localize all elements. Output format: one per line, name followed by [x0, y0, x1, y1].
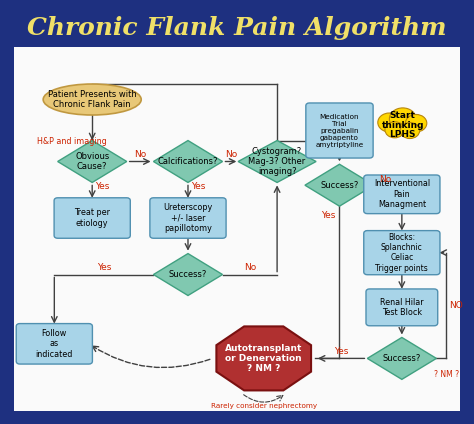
FancyBboxPatch shape [54, 198, 130, 238]
FancyBboxPatch shape [306, 103, 373, 158]
Text: Follow
as
indicated: Follow as indicated [36, 329, 73, 359]
Text: Obvious
Cause?: Obvious Cause? [75, 152, 109, 171]
Text: Autotransplant
or Denervation
? NM ?: Autotransplant or Denervation ? NM ? [225, 343, 302, 373]
FancyBboxPatch shape [366, 289, 438, 326]
Text: Medication
Trial
pregabalin
gabapento
amytriptyline: Medication Trial pregabalin gabapento am… [315, 114, 364, 148]
Circle shape [378, 113, 401, 132]
Ellipse shape [43, 84, 141, 115]
Polygon shape [217, 326, 311, 391]
Text: Success?: Success? [383, 354, 421, 363]
Text: Patient Presents with
Chronic Flank Pain: Patient Presents with Chronic Flank Pain [48, 90, 137, 109]
FancyBboxPatch shape [364, 175, 440, 214]
Polygon shape [305, 164, 374, 206]
Circle shape [400, 123, 419, 139]
Polygon shape [154, 254, 222, 296]
Text: Yes: Yes [321, 211, 336, 220]
Text: NO: NO [448, 301, 463, 310]
Text: No: No [379, 175, 391, 184]
Text: Blocks:
Splanchnic
Celiac
Trigger points: Blocks: Splanchnic Celiac Trigger points [375, 232, 428, 273]
Text: Calcifications?: Calcifications? [158, 157, 218, 166]
FancyBboxPatch shape [10, 43, 464, 415]
Polygon shape [58, 140, 127, 182]
Polygon shape [367, 338, 437, 379]
Text: No: No [134, 151, 146, 159]
Text: H&P and imaging: H&P and imaging [37, 137, 107, 146]
Circle shape [405, 114, 427, 132]
Text: Yes: Yes [95, 182, 109, 191]
Text: No: No [225, 151, 237, 159]
FancyBboxPatch shape [364, 231, 440, 275]
Text: Yes: Yes [334, 347, 348, 356]
Circle shape [385, 122, 404, 138]
Text: ? NM ?: ? NM ? [434, 370, 459, 379]
FancyBboxPatch shape [16, 324, 92, 364]
Polygon shape [154, 140, 222, 182]
Text: Success?: Success? [320, 181, 359, 190]
Text: Treat per
etiology: Treat per etiology [74, 208, 110, 228]
Text: Yes: Yes [97, 263, 111, 273]
Polygon shape [238, 140, 316, 182]
Text: Chronic Flank Pain Algorithm: Chronic Flank Pain Algorithm [27, 16, 447, 39]
Text: No: No [244, 263, 256, 273]
Text: Interventional
Pain
Managment: Interventional Pain Managment [374, 179, 430, 209]
Text: Ureterscopy
+/- laser
papillotomy: Ureterscopy +/- laser papillotomy [164, 203, 213, 233]
Text: Start
thinking
LPHS: Start thinking LPHS [382, 111, 424, 139]
Text: Cystogram?
Mag-3? Other
imaging?: Cystogram? Mag-3? Other imaging? [248, 147, 306, 176]
Text: Renal Hilar
Test Block: Renal Hilar Test Block [380, 298, 424, 317]
FancyBboxPatch shape [150, 198, 226, 238]
Text: Success?: Success? [169, 270, 207, 279]
Text: Rarely consider nephrectomy: Rarely consider nephrectomy [210, 403, 317, 409]
Text: Yes: Yes [191, 182, 205, 191]
Circle shape [389, 108, 416, 130]
